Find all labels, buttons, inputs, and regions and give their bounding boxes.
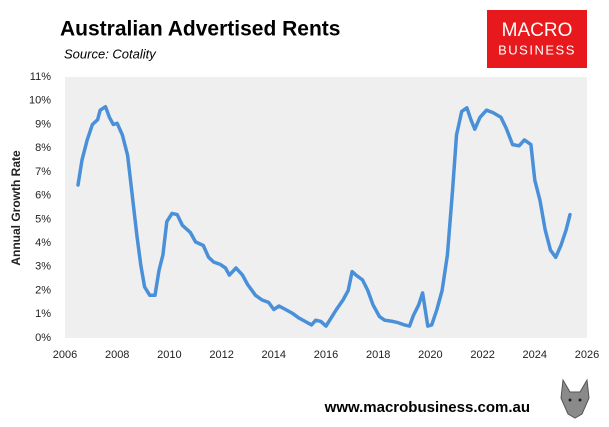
y-tick-label: 1% [35,308,51,320]
x-tick-label: 2018 [366,349,390,361]
y-tick-label: 3% [35,261,51,273]
y-tick-label: 9% [35,118,51,130]
x-tick-label: 2014 [262,349,286,361]
y-tick-label: 6% [35,190,51,202]
chart-subtitle: Source: Cotality [64,46,157,61]
y-tick-label: 11% [30,71,51,83]
x-tick-label: 2006 [53,349,77,361]
fox-icon [560,378,590,419]
y-tick-label: 4% [35,237,51,249]
logo-top: MACRO [502,20,573,41]
y-tick-label: 2% [35,284,51,296]
x-tick-label: 2026 [575,349,599,361]
plot-area [65,77,587,338]
logo-bottom: BUSINESS [498,42,576,57]
x-tick-label: 2022 [470,349,494,361]
x-tick-label: 2008 [105,349,129,361]
x-tick-label: 2024 [523,349,547,361]
chart-title: Australian Advertised Rents [60,18,340,41]
y-axis-label: Annual Growth Rate [9,150,23,266]
x-tick-label: 2012 [209,349,233,361]
y-tick-label: 10% [29,95,51,107]
y-tick-label: 5% [35,213,51,225]
footer-url: www.macrobusiness.com.au [324,399,530,416]
x-tick-label: 2010 [157,349,181,361]
x-tick-label: 2020 [418,349,442,361]
logo-box [487,10,587,68]
data-line [76,104,572,328]
y-tick-label: 0% [35,332,51,344]
y-tick-label: 7% [35,166,51,178]
x-tick-label: 2016 [314,349,338,361]
y-tick-label: 8% [35,142,51,154]
